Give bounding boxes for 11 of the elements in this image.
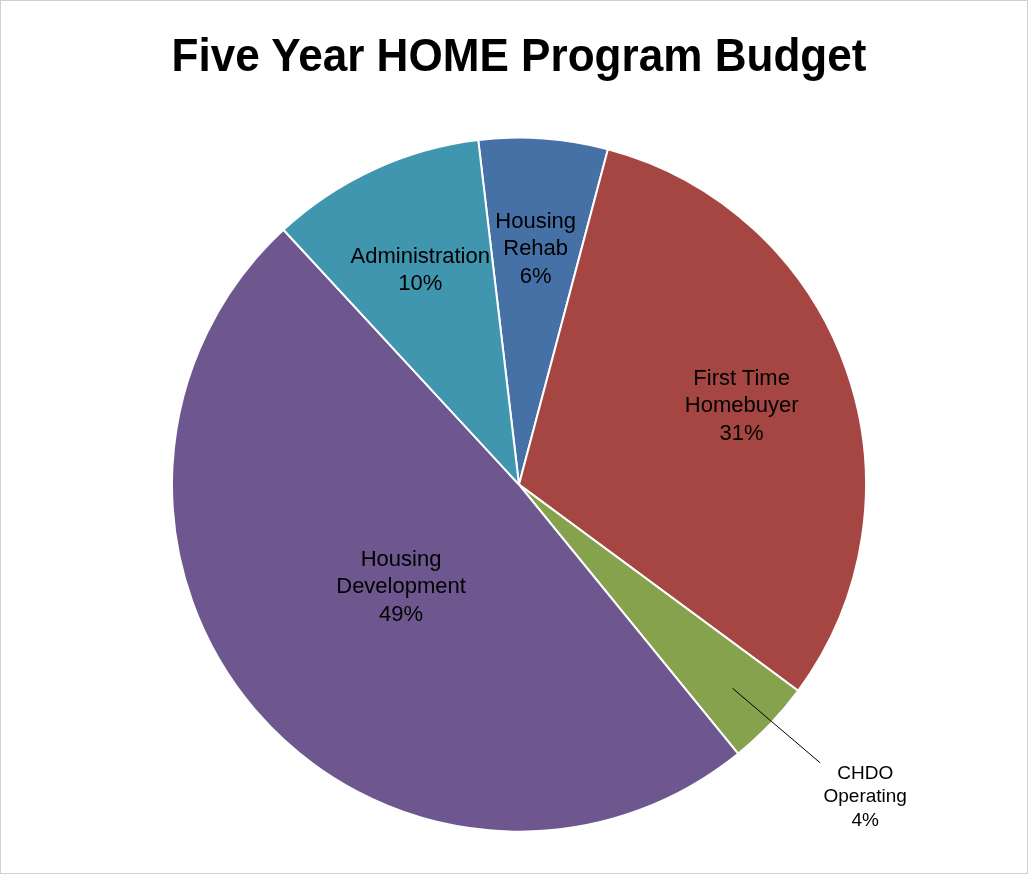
data-label: 49% (379, 600, 424, 626)
data-label: 31% (719, 419, 764, 445)
data-label: 6% (519, 262, 552, 288)
slice-label: Housing Development (336, 545, 466, 598)
data-label: 4% (851, 809, 880, 831)
slice-label: CHDO Operating (823, 761, 907, 807)
slice-label: Administration (350, 242, 490, 268)
slice-label: Housing Rehab (495, 207, 577, 261)
data-label: 10% (398, 270, 443, 296)
slice-label: First Time Homebuyer (684, 364, 799, 418)
chart-title: Five Year HOME Program Budget (171, 29, 867, 82)
